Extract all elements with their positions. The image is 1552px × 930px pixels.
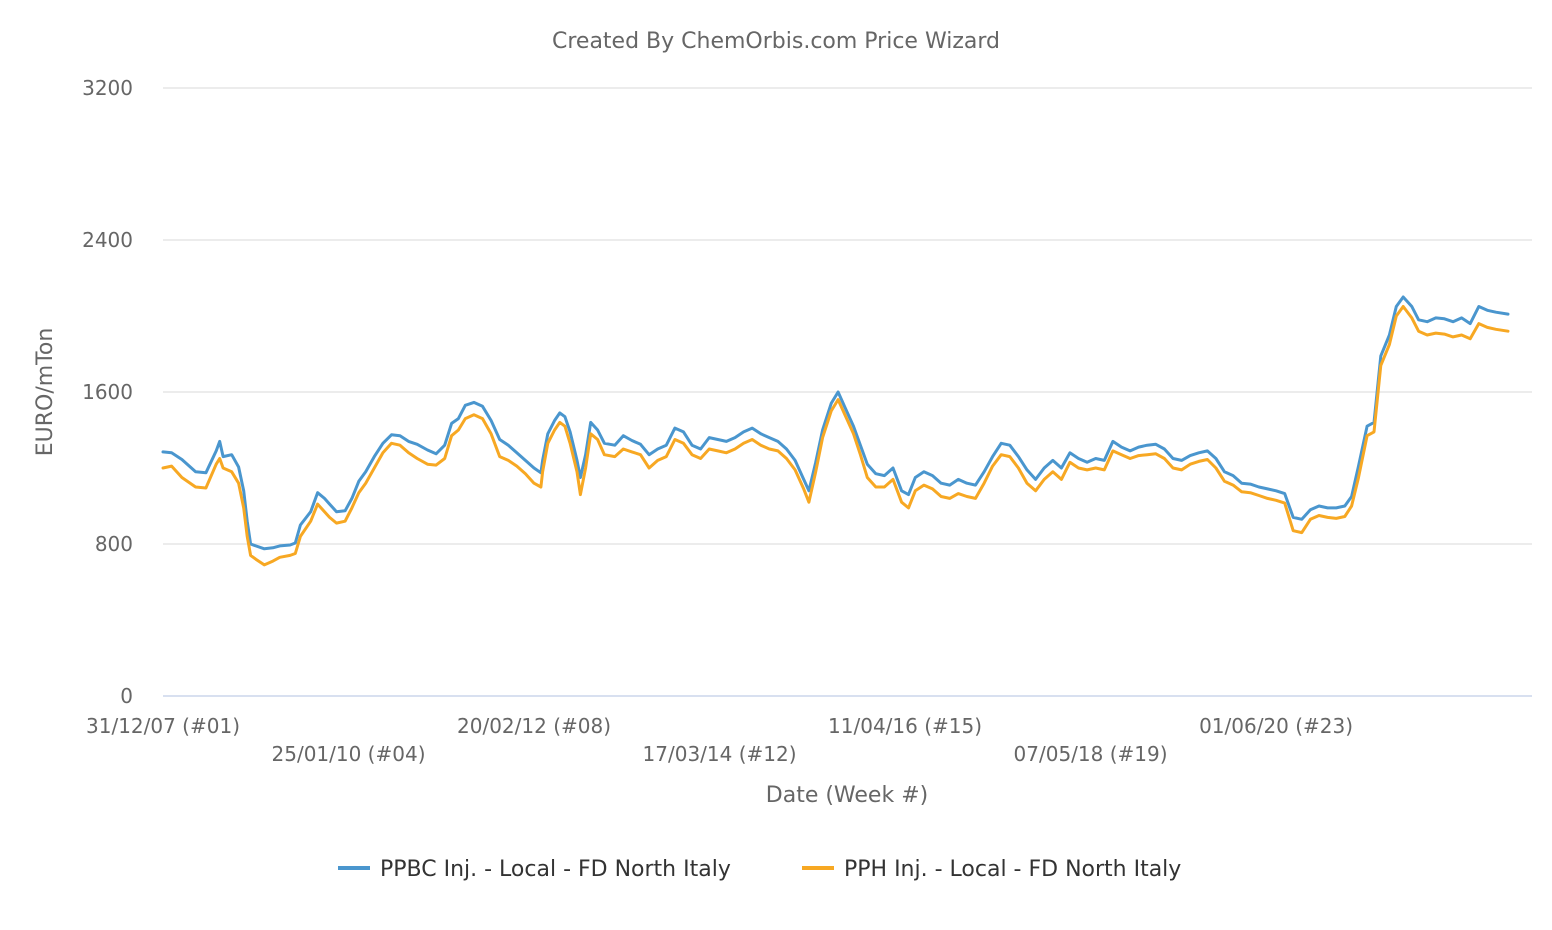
x-tick-label: 01/06/20 (#23) bbox=[1199, 714, 1353, 738]
y-tick-label: 1600 bbox=[82, 380, 133, 404]
x-tick-label: 31/12/07 (#01) bbox=[86, 714, 240, 738]
series-layer bbox=[161, 295, 1510, 567]
series-line-0 bbox=[161, 295, 1510, 551]
y-tick-label: 0 bbox=[120, 684, 133, 708]
series-line-1 bbox=[161, 305, 1510, 567]
legend-label-1[interactable]: PPH Inj. - Local - FD North Italy bbox=[844, 857, 1181, 882]
x-tick-label: 11/04/16 (#15) bbox=[828, 714, 982, 738]
y-tick-labels: 0 800 1600 2400 3200 bbox=[82, 76, 133, 708]
x-tick-label: 25/01/10 (#04) bbox=[272, 742, 426, 766]
y-axis-title: EURO/mTon bbox=[33, 328, 58, 457]
x-tick-label: 20/02/12 (#08) bbox=[457, 714, 611, 738]
grid-layer bbox=[163, 87, 1532, 697]
x-tick-label: 17/03/14 (#12) bbox=[643, 742, 797, 766]
legend: PPBC Inj. - Local - FD North Italy PPH In… bbox=[338, 857, 1181, 882]
x-tick-labels: 31/12/07 (#01) 25/01/10 (#04) 20/02/12 (#0… bbox=[86, 714, 1353, 766]
y-tick-label: 2400 bbox=[82, 228, 133, 252]
legend-label-0[interactable]: PPBC Inj. - Local - FD North Italy bbox=[380, 857, 731, 882]
x-tick-label: 07/05/18 (#19) bbox=[1014, 742, 1168, 766]
y-tick-label: 800 bbox=[95, 532, 133, 556]
x-axis-title: Date (Week #) bbox=[766, 783, 928, 808]
chart-title: Created By ChemOrbis.com Price Wizard bbox=[552, 29, 1000, 54]
y-tick-label: 3200 bbox=[82, 76, 133, 100]
